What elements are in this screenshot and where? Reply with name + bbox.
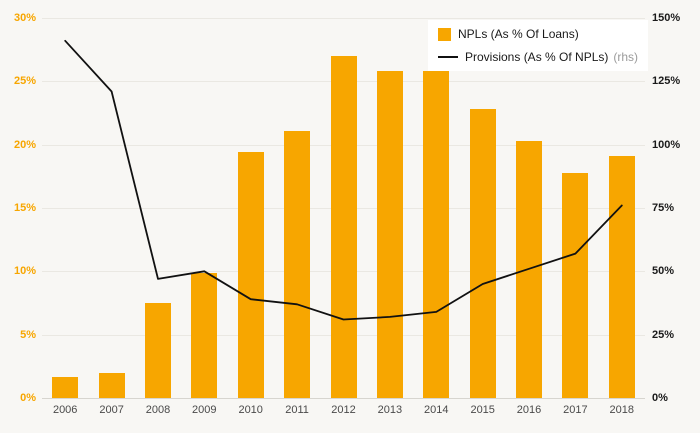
left-axis-tick: 30% bbox=[13, 12, 36, 24]
right-axis-tick: 25% bbox=[652, 328, 675, 341]
bar-2017 bbox=[562, 172, 589, 398]
bar-2007 bbox=[98, 372, 125, 398]
bar-2009 bbox=[191, 272, 218, 398]
bar-2008 bbox=[145, 303, 171, 398]
x-axis-label: 2015 bbox=[470, 404, 495, 416]
right-axis-tick: 150% bbox=[652, 12, 681, 24]
left-axis-tick: 20% bbox=[13, 138, 36, 151]
right-axis-tick: 125% bbox=[652, 75, 681, 88]
bar-2012 bbox=[330, 56, 357, 398]
bar-2016 bbox=[516, 140, 542, 398]
gridline bbox=[42, 18, 645, 19]
x-axis-label: 2010 bbox=[238, 404, 263, 416]
left-axis-tick: 10% bbox=[13, 265, 36, 278]
right-axis-tick: 0% bbox=[652, 392, 668, 404]
left-axis-tick: 0% bbox=[20, 392, 36, 404]
bar-2018 bbox=[608, 156, 635, 398]
right-axis-tick: 50% bbox=[652, 265, 675, 278]
right-axis-tick: 100% bbox=[652, 138, 681, 151]
bar-swatch-icon bbox=[438, 27, 451, 41]
x-axis-line bbox=[42, 398, 645, 399]
legend-label-provisions: Provisions (As % Of NPLs) bbox=[465, 50, 609, 64]
left-axis-tick: 25% bbox=[13, 75, 36, 88]
bar-2011 bbox=[284, 130, 311, 398]
bar-2015 bbox=[469, 109, 496, 398]
x-axis-label: 2007 bbox=[99, 404, 124, 416]
x-axis-label: 2018 bbox=[609, 404, 635, 416]
x-axis-label: 2009 bbox=[192, 404, 217, 416]
bar-2010 bbox=[237, 152, 264, 398]
bar-2013 bbox=[376, 71, 403, 398]
x-axis-label: 2011 bbox=[285, 404, 309, 416]
bar-2014 bbox=[423, 71, 450, 398]
legend-label-npls: NPLs (As % Of Loans) bbox=[458, 27, 579, 41]
x-axis-label: 2014 bbox=[424, 404, 449, 416]
x-axis-label: 2017 bbox=[563, 404, 588, 416]
x-axis-label: 2012 bbox=[331, 404, 356, 416]
right-axis-tick: 75% bbox=[652, 202, 675, 214]
x-axis-label: 2013 bbox=[377, 404, 403, 416]
legend-suffix-rhs: (rhs) bbox=[613, 50, 639, 64]
left-axis-tick: 15% bbox=[13, 202, 36, 214]
x-axis-label: 2006 bbox=[52, 404, 78, 416]
line-swatch-icon bbox=[438, 56, 458, 58]
x-axis-label: 2008 bbox=[145, 404, 171, 416]
legend: NPLs (As % Of Loans) Provisions (As % Of… bbox=[428, 20, 649, 71]
legend-item-npls: NPLs (As % Of Loans) bbox=[438, 27, 638, 41]
legend-item-provisions: Provisions (As % Of NPLs) (rhs) bbox=[438, 50, 638, 64]
left-axis-tick: 5% bbox=[20, 328, 36, 341]
bar-2006 bbox=[52, 376, 79, 398]
x-axis-label: 2016 bbox=[516, 404, 542, 416]
